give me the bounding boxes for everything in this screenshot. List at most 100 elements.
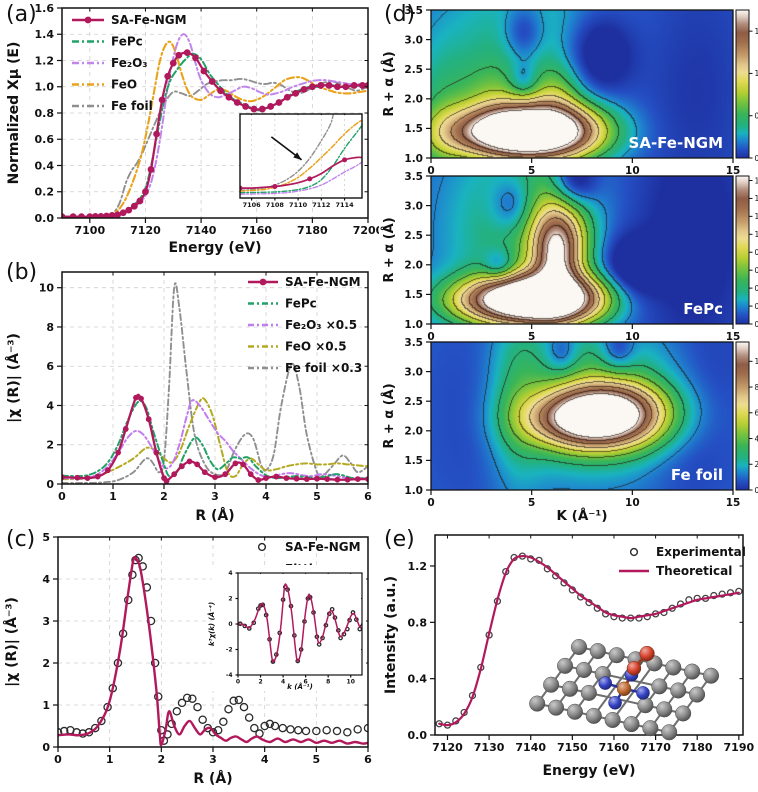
svg-text:2.5: 2.5 [404,230,423,242]
svg-text:1.5: 1.5 [404,123,423,135]
carbon-atom [665,659,682,676]
wavelet-map-SA-Fe-NGM [431,10,733,158]
svg-text:0: 0 [42,741,50,754]
carbon-atom [585,707,602,724]
exafs-ft-spectra-svg: 0 1 2 3 4 5 6 0 2 4 6 8 10 R (Å) |χ (R)| (Å⁻³) SA-Fe-NG… [5,271,372,524]
series-group [240,114,362,195]
y-axis-label: R + α (Å) [381,51,397,116]
svg-text:3: 3 [42,615,50,628]
svg-text:4: 4 [261,753,269,766]
svg-text:8: 8 [46,321,54,334]
svg-text:3: 3 [211,490,219,503]
svg-text:0.8: 0.8 [755,248,758,257]
svg-text:0.0: 0.0 [755,154,758,163]
y-axis-label: Intensity (a.u.) [383,576,399,694]
panel-label-a: (a) [6,2,37,27]
svg-text:0.6: 0.6 [755,266,758,275]
svg-text:2.0: 2.0 [404,94,423,106]
svg-text:2: 2 [46,439,54,452]
svg-text:0.4: 0.4 [408,673,428,686]
carbon-atom [566,703,583,720]
panel-c-fitting-chart: 0 1 2 3 4 5 6 0 1 2 3 4 5 R (Å) |χ (R)| (Å⁻³) SA-Fe-NGM… [0,525,379,792]
svg-text:3: 3 [209,753,217,766]
svg-text:FePc: FePc [285,297,317,311]
legend: SA-Fe-NGM FePc Fe₂O₃ FeO Fe foil [72,13,187,113]
svg-text:0: 0 [228,621,232,628]
svg-text:Fe₂O₃ ×0.5: Fe₂O₃ ×0.5 [285,318,357,332]
svg-text:8: 8 [326,679,330,686]
svg-text:7140: 7140 [515,741,546,754]
svg-text:1.2: 1.2 [35,54,55,67]
svg-text:7112: 7112 [312,201,330,209]
svg-text:0.8: 0.8 [408,616,428,629]
svg-text:4: 4 [262,490,270,503]
svg-text:2.5: 2.5 [404,396,423,408]
carbon-atom [548,699,565,716]
svg-text:7100: 7100 [75,224,106,237]
carbon-atom [656,701,673,718]
svg-text:Fe foil ×0.3: Fe foil ×0.3 [285,361,362,375]
svg-text:0: 0 [755,486,758,495]
series-group [238,583,362,664]
svg-text:0.4: 0.4 [755,284,758,293]
wavelet-map-Fe foil [431,342,733,490]
svg-text:Fe foil: Fe foil [111,99,153,113]
legend: Experimental Theoretical [619,545,746,578]
panel-label-e: (e) [384,527,415,552]
xanes-simulation-svg: 7120 7130 7140 7150 7160 7170 7180 7190 0.0 0.4 0.… [383,534,755,779]
svg-text:2.0: 2.0 [404,426,423,438]
carbon-atom [608,647,625,664]
svg-text:SA-Fe-NGM: SA-Fe-NGM [285,275,361,289]
svg-text:2.5: 2.5 [404,64,423,76]
svg-text:3.0: 3.0 [404,34,423,46]
svg-text:7160: 7160 [241,224,272,237]
panel-e-simulation-chart: 7120 7130 7140 7150 7160 7170 7180 7190 0.0 0.4 0.… [379,525,758,792]
x-axis-label: K (Å⁻¹) [557,507,608,524]
svg-text:0.4: 0.4 [35,159,55,172]
svg-text:1.0: 1.0 [404,319,423,331]
panel-b-ft-exafs-chart: 0 1 2 3 4 5 6 0 2 4 6 8 10 R (Å) |χ (R)| (Å⁻³) SA-Fe-NG… [0,258,379,525]
svg-text:7140: 7140 [186,224,217,237]
svg-text:10: 10 [39,282,55,295]
panel-label-b: (b) [6,260,38,285]
panel-label-c: (c) [6,527,36,552]
svg-text:2: 2 [228,596,232,603]
svg-text:3.0: 3.0 [404,200,423,212]
y-axis-label: R + α (Å) [381,217,397,282]
carbon-atom [637,697,654,714]
carbon-atom [529,695,546,712]
svg-text:2.0: 2.0 [404,260,423,272]
svg-text:4: 4 [228,570,232,577]
svg-text:7120: 7120 [432,741,463,754]
svg-text:1.2: 1.2 [755,212,758,221]
svg-text:7130: 7130 [474,741,505,754]
svg-text:0: 0 [236,679,240,686]
svg-text:7190: 7190 [724,741,755,754]
x-axis-label: Energy (eV) [542,763,635,779]
carbon-atom [675,705,692,722]
oxygen-atom [626,661,642,676]
svg-text:7180: 7180 [297,224,328,237]
carbon-atom [661,724,678,741]
carbon-atom [670,682,687,699]
svg-text:1.6: 1.6 [755,176,758,185]
oxygen-atom [639,645,655,662]
svg-text:5: 5 [42,531,50,544]
carbon-atom [561,680,579,697]
nitrogen-atom [636,686,650,700]
svg-text:1.4: 1.4 [755,194,758,203]
svg-text:1.5: 1.5 [404,455,423,467]
svg-text:7170: 7170 [640,741,671,754]
svg-text:0.8: 0.8 [35,107,55,120]
svg-text:0.0: 0.0 [755,320,758,329]
y-axis-label: |χ (R)| (Å⁻³) [3,597,20,687]
svg-text:0.5: 0.5 [755,112,758,121]
carbon-atom [575,661,592,678]
series-group [435,552,743,729]
svg-text:1.0: 1.0 [755,69,758,78]
svg-text:3.5: 3.5 [404,337,423,349]
carbon-atom [689,686,706,703]
panel-label-d: (d) [384,2,416,27]
carbon-atom [623,716,640,733]
